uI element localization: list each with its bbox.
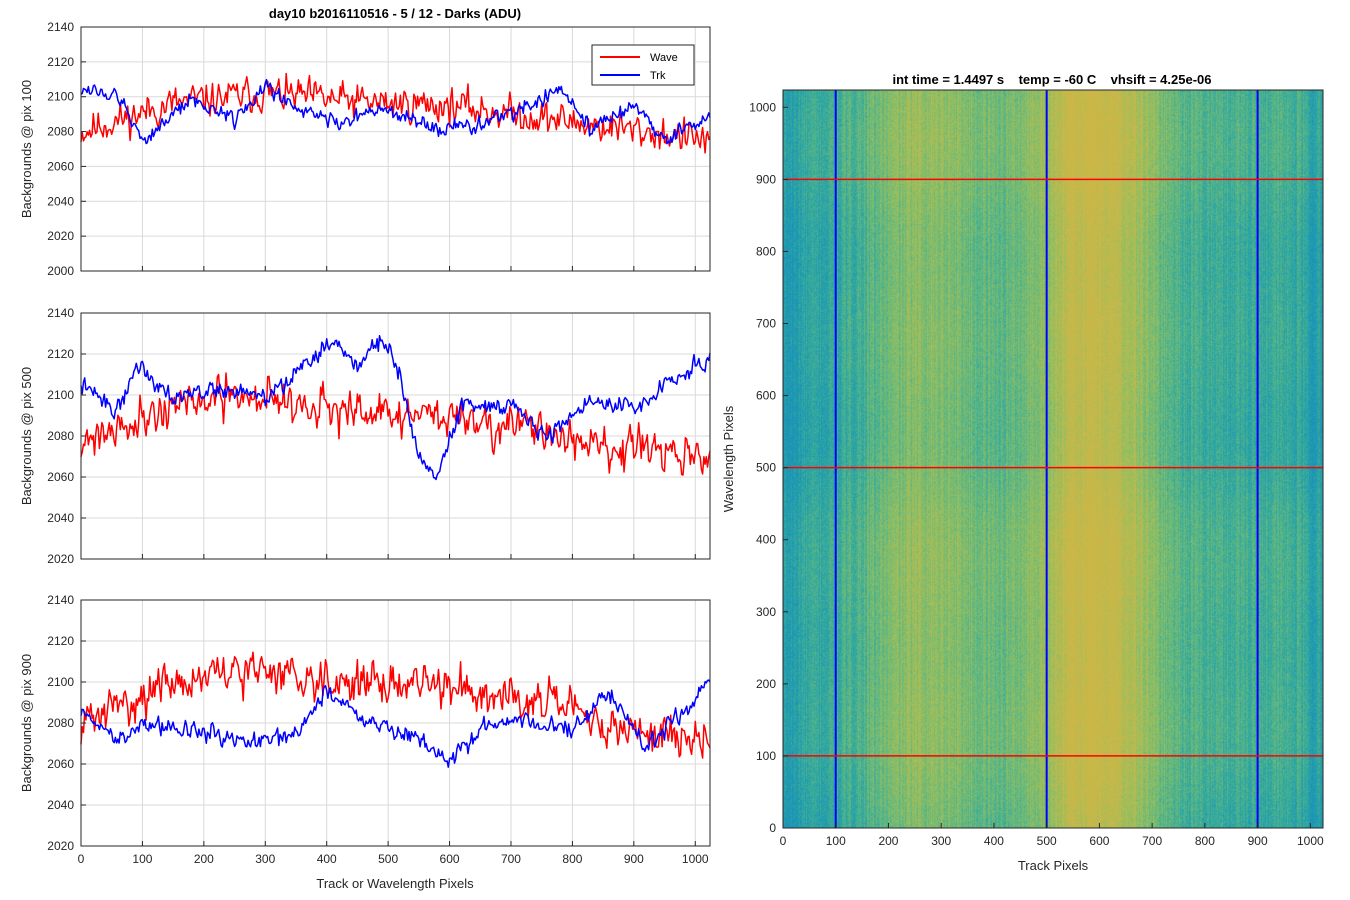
y-tick-label: 2120 bbox=[47, 55, 74, 69]
y-tick-label: 2140 bbox=[47, 306, 74, 320]
heatmap-x-tick-label: 0 bbox=[780, 834, 787, 848]
heatmap-x-tick-label: 600 bbox=[1089, 834, 1109, 848]
heatmap-y-tick-label: 300 bbox=[756, 605, 776, 619]
x-tick-label: 700 bbox=[501, 852, 521, 866]
x-tick-label: 0 bbox=[78, 852, 85, 866]
heatmap-frame bbox=[782, 89, 1324, 829]
y-tick-label: 2060 bbox=[47, 757, 74, 771]
background-pix-900-plot: 0 100 200 300 400 500 600 700 800 900 1000 2020 2040… bbox=[19, 593, 711, 866]
y-tick-label: 2020 bbox=[47, 229, 74, 243]
background-pix-500-plot: 2020 2040 2060 2080 2100 2120 2140 Backgrounds … bbox=[19, 306, 711, 566]
heatmap-y-tick-label: 100 bbox=[756, 749, 776, 763]
series-line-wave bbox=[80, 651, 711, 759]
y-tick-label: 2080 bbox=[47, 429, 74, 443]
x-tick-label: 300 bbox=[255, 852, 275, 866]
heatmap-y-tick-label: 200 bbox=[756, 677, 776, 691]
heatmap-y-tick-label: 0 bbox=[769, 821, 776, 835]
heatmap-x-tick-label: 800 bbox=[1195, 834, 1215, 848]
heatmap-y-tick-label: 800 bbox=[756, 244, 776, 258]
series-line-trk bbox=[80, 679, 711, 768]
y-tick-label: 2100 bbox=[47, 90, 74, 104]
y-tick-label: 2100 bbox=[47, 388, 74, 402]
heatmap-x-tick-label: 100 bbox=[826, 834, 846, 848]
heatmap-x-tick-label: 400 bbox=[984, 834, 1004, 848]
y-axis-label: Backgrounds @ pix 900 bbox=[19, 654, 34, 792]
legend: Wave Trk bbox=[591, 44, 695, 86]
heatmap-image-holder bbox=[783, 90, 1323, 828]
x-tick-label: 600 bbox=[440, 852, 460, 866]
heatmap-y-tick-label: 900 bbox=[756, 172, 776, 186]
y-tick-label: 2100 bbox=[47, 675, 74, 689]
series-line-wave bbox=[80, 72, 711, 154]
x-tick-label: 100 bbox=[132, 852, 152, 866]
heatmap-image bbox=[783, 90, 1323, 828]
heatmap-x-tick-label: 900 bbox=[1248, 834, 1268, 848]
heatmap-y-tick-label: 700 bbox=[756, 317, 776, 331]
x-tick-label: 1000 bbox=[682, 852, 709, 866]
x-tick-label: 400 bbox=[317, 852, 337, 866]
series-line-trk bbox=[80, 334, 711, 481]
heatmap-x-tick-label: 200 bbox=[878, 834, 898, 848]
heatmap-y-tick-label: 400 bbox=[756, 533, 776, 547]
y-tick-label: 2060 bbox=[47, 470, 74, 484]
y-tick-label: 2080 bbox=[47, 716, 74, 730]
heatmap-title: int time = 1.4497 s temp = -60 C vhsift … bbox=[892, 72, 1211, 87]
heatmap-axes: 0 100 200 300 400 500 600 700 800 900 1000 0 100 200 3… bbox=[749, 89, 1324, 848]
y-tick-label: 2080 bbox=[47, 125, 74, 139]
y-tick-label: 2040 bbox=[47, 194, 74, 208]
heatmap-x-axis-label: Track Pixels bbox=[1018, 858, 1089, 873]
series-line-wave bbox=[80, 372, 711, 476]
legend-box bbox=[591, 44, 695, 86]
heatmap-x-tick-label: 500 bbox=[1037, 834, 1057, 848]
series-line-trk bbox=[80, 78, 711, 145]
heatmap-x-tick-label: 700 bbox=[1142, 834, 1162, 848]
y-tick-label: 2140 bbox=[47, 20, 74, 34]
axes-frame bbox=[80, 26, 711, 272]
heatmap-x-tick-label: 1000 bbox=[1297, 834, 1324, 848]
x-tick-label: 200 bbox=[194, 852, 214, 866]
y-axis-label: Backgrounds @ pix 500 bbox=[19, 367, 34, 505]
y-tick-label: 2020 bbox=[47, 552, 74, 566]
legend-wave-label: Wave bbox=[650, 52, 678, 64]
x-tick-label: 500 bbox=[378, 852, 398, 866]
heatmap-y-tick-label: 600 bbox=[756, 389, 776, 403]
y-axis-label: Backgrounds @ pix 100 bbox=[19, 80, 34, 218]
x-axis-label-left: Track or Wavelength Pixels bbox=[316, 876, 474, 891]
y-tick-label: 2120 bbox=[47, 347, 74, 361]
y-tick-label: 2040 bbox=[47, 798, 74, 812]
y-tick-label: 2040 bbox=[47, 511, 74, 525]
y-tick-label: 2060 bbox=[47, 159, 74, 173]
heatmap-x-tick-label: 300 bbox=[931, 834, 951, 848]
x-tick-label: 800 bbox=[562, 852, 582, 866]
heatmap-y-tick-label: 1000 bbox=[749, 100, 776, 114]
figure-title: day10 b2016110516 - 5 / 12 - Darks (ADU) bbox=[269, 6, 521, 21]
y-tick-label: 2120 bbox=[47, 634, 74, 648]
y-tick-label: 2000 bbox=[47, 264, 74, 278]
y-tick-label: 2140 bbox=[47, 593, 74, 607]
heatmap-y-axis-label: Wavelength Pixels bbox=[721, 405, 736, 512]
x-tick-label: 900 bbox=[624, 852, 644, 866]
legend-trk-label: Trk bbox=[650, 70, 666, 82]
y-tick-label: 2020 bbox=[47, 839, 74, 853]
heatmap-y-tick-label: 500 bbox=[756, 461, 776, 475]
